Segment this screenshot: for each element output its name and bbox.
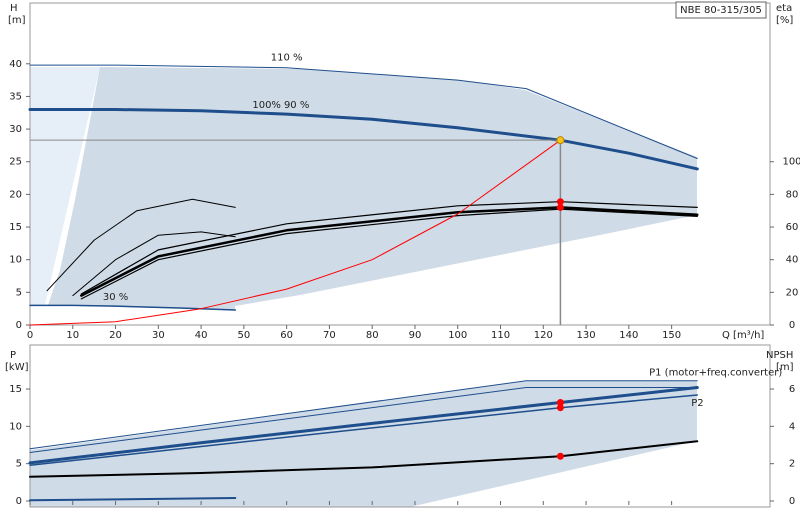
curve	[29, 139, 561, 326]
y-axis-unit: [kW]	[5, 362, 29, 373]
curve	[29, 497, 237, 502]
title-box	[675, 1, 767, 19]
y2-tick-label: 0	[789, 496, 795, 507]
x-tick-label: 60	[280, 330, 293, 341]
y2-axis-label: eta	[776, 3, 792, 14]
x-tick-label: 10	[66, 330, 79, 341]
y2-tick-label: 60	[786, 222, 799, 233]
y2-axis-unit: [m]	[776, 362, 794, 373]
y-tick-label: 35	[9, 91, 22, 102]
curve	[80, 201, 698, 295]
y2-tick-label: 4	[789, 421, 795, 432]
y-tick-label: 5	[16, 287, 22, 298]
x-tick-label: 70	[323, 330, 336, 341]
curve-label: 100%	[252, 100, 281, 111]
chart-title: NBE 80-315/305	[680, 5, 762, 16]
y2-tick-label: 2	[789, 459, 795, 470]
y-tick-label: 0	[16, 320, 22, 331]
y-tick-label: 25	[9, 157, 22, 168]
y-tick-label: 10	[9, 255, 22, 266]
curve-annotation: 90 %	[284, 100, 309, 111]
y-tick-label: 15	[9, 222, 22, 233]
y-tick-label: 15	[9, 384, 22, 395]
x-tick-label: 120	[534, 330, 553, 341]
y2-tick-label: 0	[789, 320, 795, 331]
curve-label: P2	[691, 398, 703, 409]
y-tick-label: 20	[9, 189, 22, 200]
curve	[28, 386, 699, 465]
x-tick-label: 20	[109, 330, 122, 341]
plot-frame	[29, 2, 771, 326]
x-tick-label: 40	[195, 330, 208, 341]
curve	[46, 198, 236, 292]
curve-label: 110 %	[271, 53, 303, 64]
x-tick-label: 140	[619, 330, 638, 341]
y-tick-label: 5	[16, 459, 22, 470]
y2-tick-label: 20	[786, 287, 799, 298]
curve	[29, 64, 698, 159]
y-tick-label: 40	[9, 59, 22, 70]
operating-point	[556, 398, 564, 406]
operating-point	[556, 203, 564, 211]
x-axis-label: Q [m³/h]	[722, 330, 764, 341]
operating-point	[556, 452, 564, 460]
curve	[72, 231, 236, 297]
x-tick-label: 50	[238, 330, 251, 341]
curve	[28, 108, 699, 171]
curve	[80, 208, 698, 300]
y-axis-label: P	[10, 350, 16, 361]
curve	[29, 394, 699, 466]
curve	[29, 387, 698, 453]
operating-point	[556, 136, 565, 145]
y-axis-label: H	[10, 3, 18, 14]
operating-point	[556, 198, 564, 206]
range-shade	[48, 67, 697, 310]
x-tick-label: 110	[491, 330, 510, 341]
x-tick-label: 80	[366, 330, 379, 341]
y2-tick-label: 100	[782, 157, 800, 168]
x-tick-label: 130	[577, 330, 596, 341]
y2-tick-label: 40	[786, 255, 799, 266]
curve	[29, 380, 698, 450]
curve	[80, 206, 699, 297]
x-tick-label: 150	[662, 330, 681, 341]
y2-axis-label: NPSH	[766, 350, 793, 361]
range-shade	[30, 381, 697, 507]
curve	[29, 440, 699, 478]
y-tick-label: 10	[9, 421, 22, 432]
x-tick-label: 90	[409, 330, 422, 341]
operating-point	[556, 404, 564, 412]
y-tick-label: 0	[16, 496, 22, 507]
x-tick-label: 0	[27, 330, 33, 341]
x-tick-label: 30	[152, 330, 165, 341]
curve-label: P1 (motor+freq.converter)	[649, 368, 782, 379]
curve-label: 30 %	[103, 292, 128, 303]
y2-tick-label: 6	[789, 384, 795, 395]
y2-axis-unit: [%]	[776, 15, 793, 26]
y-axis-unit: [m]	[8, 15, 26, 26]
y2-tick-label: 80	[786, 189, 799, 200]
y-tick-label: 30	[9, 124, 22, 135]
x-tick-label: 100	[448, 330, 467, 341]
range-shade-light	[30, 67, 100, 305]
